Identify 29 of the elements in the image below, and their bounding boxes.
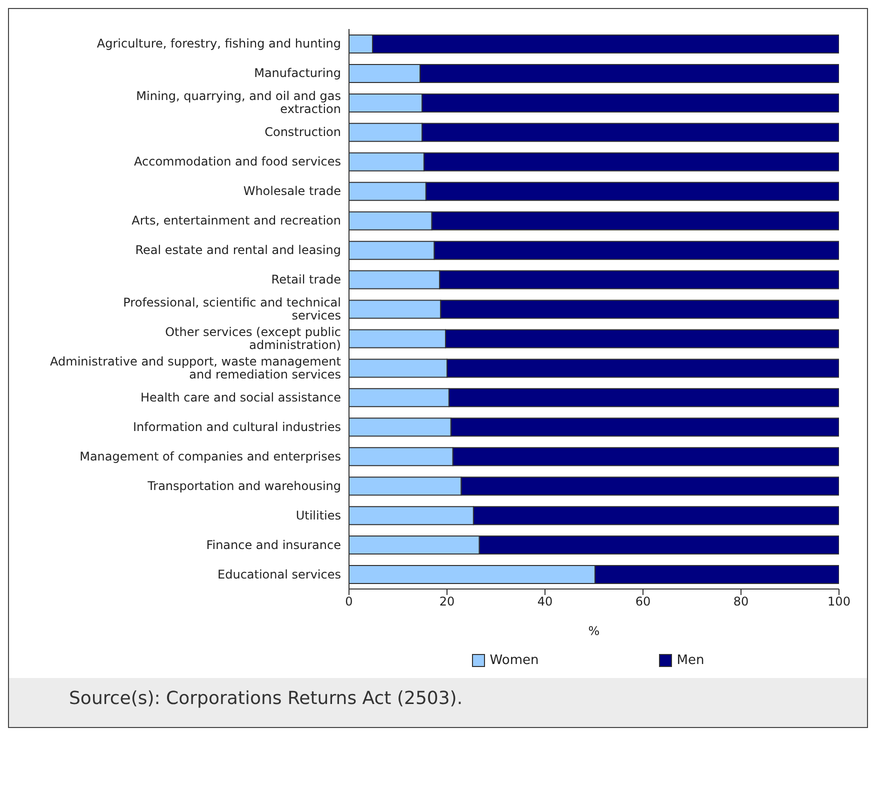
y-tick-label: Accommodation and food services [134,154,341,169]
y-tick-label: Retail trade [271,272,341,287]
y-tick-label: Utilities [296,508,341,522]
source-note: Source(s): Corporations Returns Act (2503). [69,688,464,709]
y-tick-label: Manufacturing [254,66,341,80]
y-tick-label: Health care and social assistance [140,390,341,404]
y-tick-label: Arts, entertainment and recreation [132,214,341,228]
y-tick-label: Construction [264,125,341,140]
y-tick-label: Management of companies and enterprises [80,449,341,464]
legend-label: Men [676,653,704,668]
x-tick-label: 0 [345,594,353,609]
y-tick-label: Mining, quarrying, and oil and gas extraction [136,89,341,116]
y-tick-label: Professional, scientific and technical services [123,296,341,322]
y-tick-label: Wholesale trade [243,184,341,198]
y-tick-label: Real estate and rental and leasing [135,243,341,258]
y-tick-label: Other services (except public administration) [165,324,341,352]
x-tick-label: 20 [439,594,455,609]
y-tick-label: Finance and insurance [206,538,341,552]
legend-label: Women [490,653,539,668]
y-tick-label: Transportation and warehousing [146,478,341,493]
y-tick-label: Agriculture, forestry, fishing and hunting [96,36,341,51]
y-tick-label: Information and cultural industries [133,420,341,434]
x-tick-label: 60 [635,594,651,609]
x-tick-label: 100 [828,594,850,609]
y-tick-label: Administrative and support, waste management and remediation services [50,354,342,382]
x-tick-label: 40 [537,594,553,609]
x-axis-title: % [588,624,600,638]
x-tick-label: 80 [733,594,749,609]
y-tick-label: Educational services [218,567,341,582]
